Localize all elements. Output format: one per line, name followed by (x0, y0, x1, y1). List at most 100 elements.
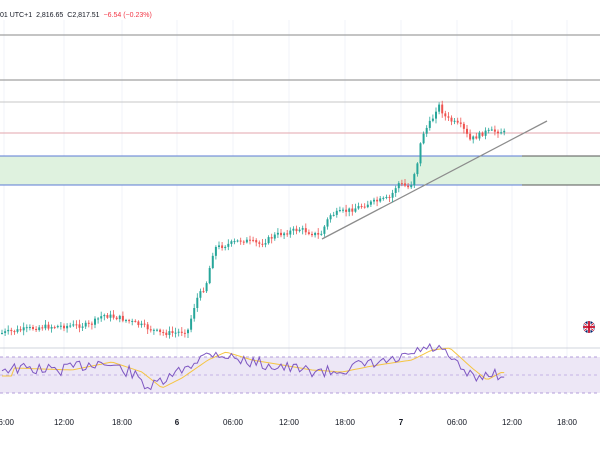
candle-body (56, 326, 59, 328)
candle-body (66, 325, 69, 329)
candle-body (137, 321, 140, 326)
x-axis-label: 12:00 (54, 418, 75, 427)
candle-body (342, 209, 344, 211)
candle-body (304, 228, 307, 233)
x-axis-label: 6 (175, 418, 180, 427)
candle-body (441, 104, 444, 114)
candle-body (87, 322, 90, 324)
candle-body (143, 323, 146, 325)
candle-body (103, 315, 106, 317)
candle-body (183, 332, 186, 334)
candle-body (400, 183, 403, 185)
candle-body (382, 197, 385, 199)
candle-body (156, 329, 158, 331)
candle-body (261, 243, 264, 245)
candle-body (128, 320, 131, 322)
candle-body (205, 283, 208, 292)
candle-body (416, 163, 419, 175)
candle-body (317, 233, 320, 235)
candle-body (214, 246, 217, 256)
close-value: C2,817.51 (67, 12, 100, 19)
candle-body (360, 206, 363, 208)
candle-body (159, 329, 162, 333)
candle-body (289, 230, 292, 235)
candle-body (152, 329, 155, 331)
candle-body (276, 232, 279, 235)
candle-body (134, 320, 137, 322)
candle-body (422, 133, 425, 144)
candle-body (146, 324, 149, 330)
uk-flag-icon[interactable] (581, 321, 597, 333)
candle-body (311, 233, 313, 236)
zone-fill (0, 156, 600, 185)
x-axis-label: 12:00 (502, 418, 523, 427)
candle-body (335, 210, 338, 215)
rsi-ma-line (2, 347, 505, 388)
candle-body (338, 210, 341, 212)
candle-body (239, 240, 242, 242)
candle-body (249, 239, 251, 241)
candle-body (53, 327, 56, 329)
candle-body (35, 328, 38, 331)
candle-body (379, 198, 382, 202)
candle-body (419, 143, 422, 164)
candle-body (162, 332, 165, 334)
candle-body (118, 315, 121, 320)
x-axis-label: 18:00 (112, 418, 133, 427)
candle-body (428, 120, 431, 128)
candle-body (174, 332, 177, 334)
timezone-label: 01 UTC+1 (0, 12, 33, 19)
candle-body (115, 317, 118, 320)
candle-body (140, 323, 143, 326)
candle-body (273, 234, 276, 239)
candle-body (221, 245, 224, 249)
candle-body (410, 185, 413, 188)
candle-body (81, 326, 84, 328)
candle-body (236, 240, 239, 242)
candle-body (227, 243, 230, 247)
candle-body (63, 325, 65, 329)
candle-body (270, 237, 273, 239)
candle-body (413, 174, 416, 186)
candle-body (388, 196, 391, 198)
candle-body (13, 331, 16, 333)
candle-body (307, 232, 310, 234)
ohlc-legend: 01 UTC+1 2,816.65 C2,817.51 −6.54 (−0.23… (0, 12, 152, 19)
candle-body (320, 233, 323, 235)
candle-body (394, 188, 397, 193)
candle-body (22, 327, 25, 331)
candle-body (503, 130, 506, 133)
rsi-line (1, 342, 505, 391)
candle-body (264, 243, 267, 245)
candle-body (121, 315, 124, 321)
candle-body (481, 132, 484, 136)
candle-body (487, 129, 490, 131)
candle-body (84, 322, 87, 327)
x-axis-label: 06:00 (447, 418, 468, 427)
candle-body (193, 308, 196, 319)
candle-body (376, 199, 379, 202)
candle-body (218, 245, 220, 247)
candle-body (329, 215, 332, 220)
candle-body (149, 329, 152, 331)
candle-body (466, 128, 468, 134)
candle-body (1, 332, 3, 334)
candle-body (4, 331, 7, 333)
candle-body (348, 208, 351, 212)
candle-body (366, 204, 369, 208)
candle-body (478, 132, 481, 139)
candle-body (283, 233, 286, 236)
candle-body (345, 209, 348, 212)
trendline[interactable] (321, 120, 548, 240)
candle-body (280, 232, 282, 236)
candle-body (453, 120, 456, 122)
candle-body (230, 241, 233, 244)
candle-body (351, 208, 354, 212)
candle-body (90, 323, 93, 325)
candle-body (32, 327, 34, 329)
candle-body (397, 183, 400, 189)
candle-body (469, 133, 472, 140)
candle-body (286, 233, 289, 235)
candle-body (187, 329, 189, 334)
